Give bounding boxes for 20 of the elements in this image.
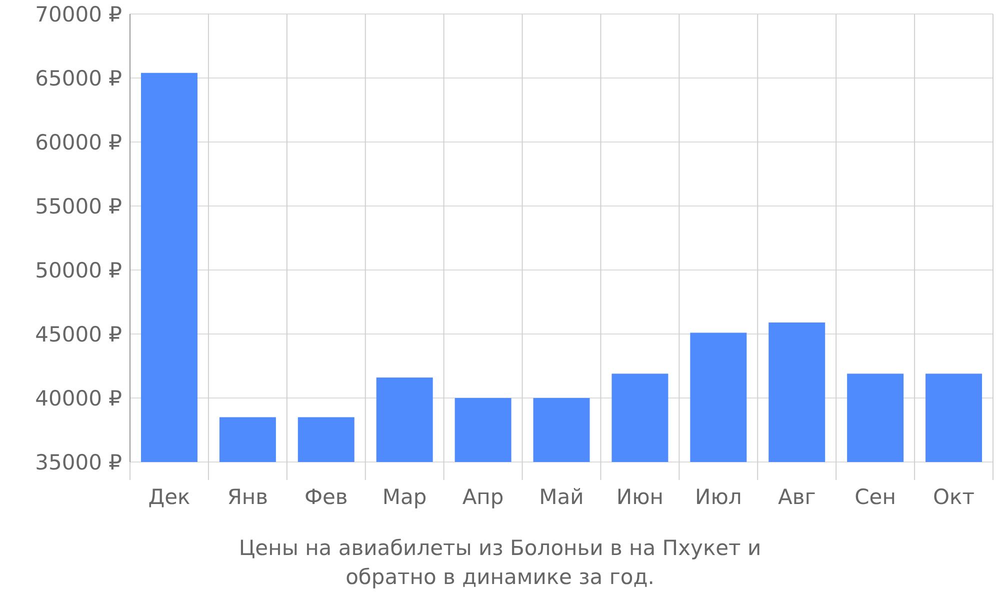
y-tick-label: 65000 ₽ [35,66,122,90]
y-tick-label: 45000 ₽ [35,322,122,346]
y-tick-label: 35000 ₽ [35,450,122,474]
y-tick-label: 50000 ₽ [35,258,122,282]
x-tick-label: Фев [304,485,348,509]
x-tick-label: Авг [778,485,816,509]
y-tick-label: 70000 ₽ [35,2,122,26]
text: Цены на авиабилеты из Болоньи в на Пхукет и обратно в динамике за год. [238,536,762,589]
y-tick-label: 60000 ₽ [35,130,122,154]
x-tick-label: Дек [148,485,190,509]
x-tick-label: Окт [933,485,974,509]
x-tick-label: Янв [227,485,268,509]
y-tick-label: 55000 ₽ [35,194,122,218]
x-tick-label: Апр [462,485,504,509]
x-tick-label: Сен [854,485,896,509]
x-tick-label: Май [539,485,584,509]
x-tick-label: Июн [616,485,664,509]
x-tick-label: Мар [382,485,427,509]
y-tick-label: 40000 ₽ [35,386,122,410]
x-tick-label: Июл [695,485,742,509]
